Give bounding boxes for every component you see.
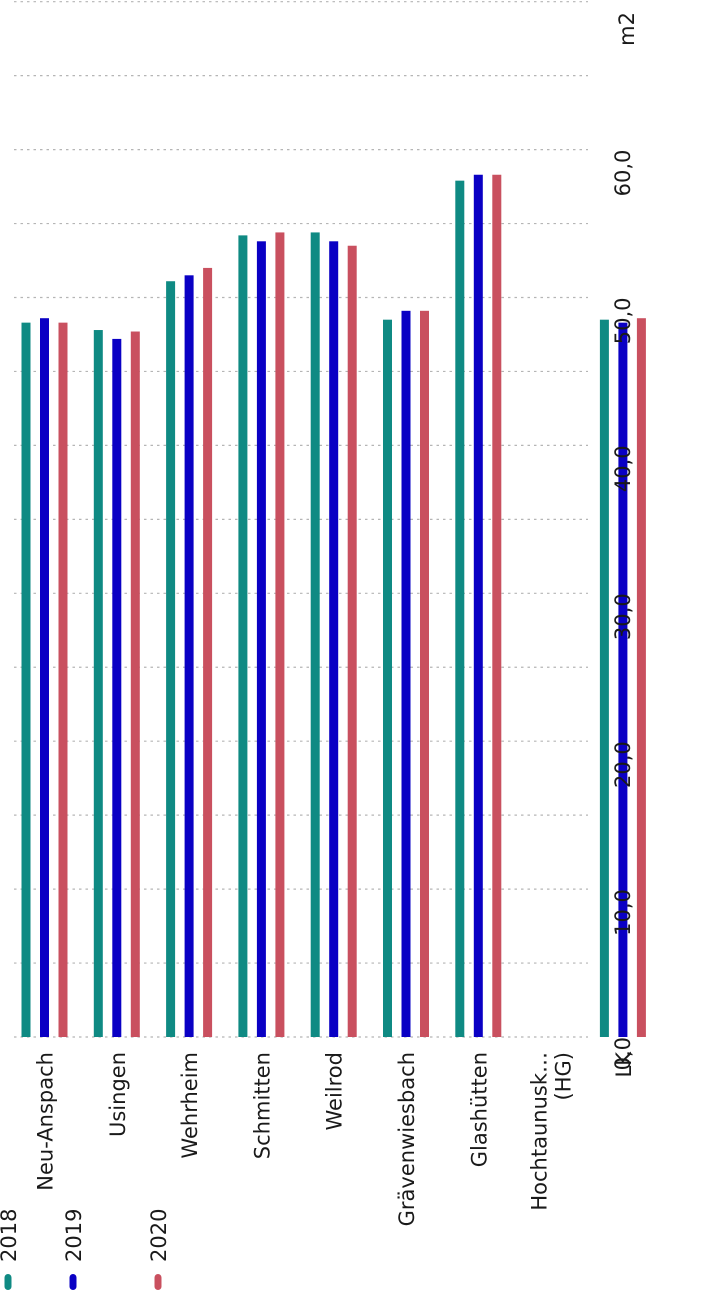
unit-label: m2 [615,12,639,46]
tick-label: 10,0 [611,889,635,936]
bar-2018 [599,319,609,1037]
bar-2019 [256,241,266,1038]
tick-label: 30,0 [611,593,635,640]
bar-2018 [93,330,103,1038]
labels: Neu-Anspach Usingen Wehrheim Schmitten Weilr… [34,150,636,1227]
bar-2020 [203,267,213,1037]
category-label: Hochtaunusk…(HG) [528,1052,576,1211]
bars [21,174,646,1038]
category-label: Neu-Anspach [34,1052,58,1191]
category-label: Schmitten [250,1052,274,1159]
legend: 2018 2019 2020 [0,1209,171,1290]
category-label: Grävenwiesbach [395,1052,419,1226]
bar-2020 [130,331,140,1038]
category-label: LK [612,1051,636,1078]
category-label: Usingen [106,1052,130,1137]
bar-2020 [58,322,68,1037]
legend-label: 2020 [147,1209,171,1262]
bar-2018 [455,180,465,1037]
bar-2020 [347,245,357,1038]
tick-label: 20,0 [611,741,635,788]
bar-2019 [618,322,628,1037]
tick-label: 60,0 [611,150,635,197]
bar-2019 [473,174,483,1038]
legend-label: 2018 [0,1209,21,1262]
bar-2018 [166,281,176,1038]
legend-label: 2019 [62,1209,86,1262]
category-label: Glashütten [467,1052,491,1167]
bar-2019 [40,318,49,1037]
bar-2020 [275,232,285,1037]
legend-swatch-2020 [154,1274,162,1290]
gridlines [14,1,588,1038]
tick-label: 0,0 [611,1037,635,1070]
bar-2018 [238,235,248,1037]
bar-2019 [184,275,194,1037]
bar-2019 [112,338,122,1037]
bar-2020 [420,310,429,1037]
legend-swatch-2019 [69,1274,77,1290]
bar-2018 [21,322,31,1037]
tick-label: 40,0 [611,445,635,492]
category-label: Wehrheim [178,1052,202,1159]
bar-2020 [492,174,502,1038]
bar-2019 [401,310,411,1037]
legend-swatch-2018 [4,1274,12,1290]
bar-2018 [383,319,392,1037]
bar-2020 [636,318,646,1037]
tick-label: 50,0 [611,298,635,345]
category-label: Weilrod [323,1052,347,1130]
bar-2019 [329,241,339,1038]
bar-2018 [310,232,320,1037]
